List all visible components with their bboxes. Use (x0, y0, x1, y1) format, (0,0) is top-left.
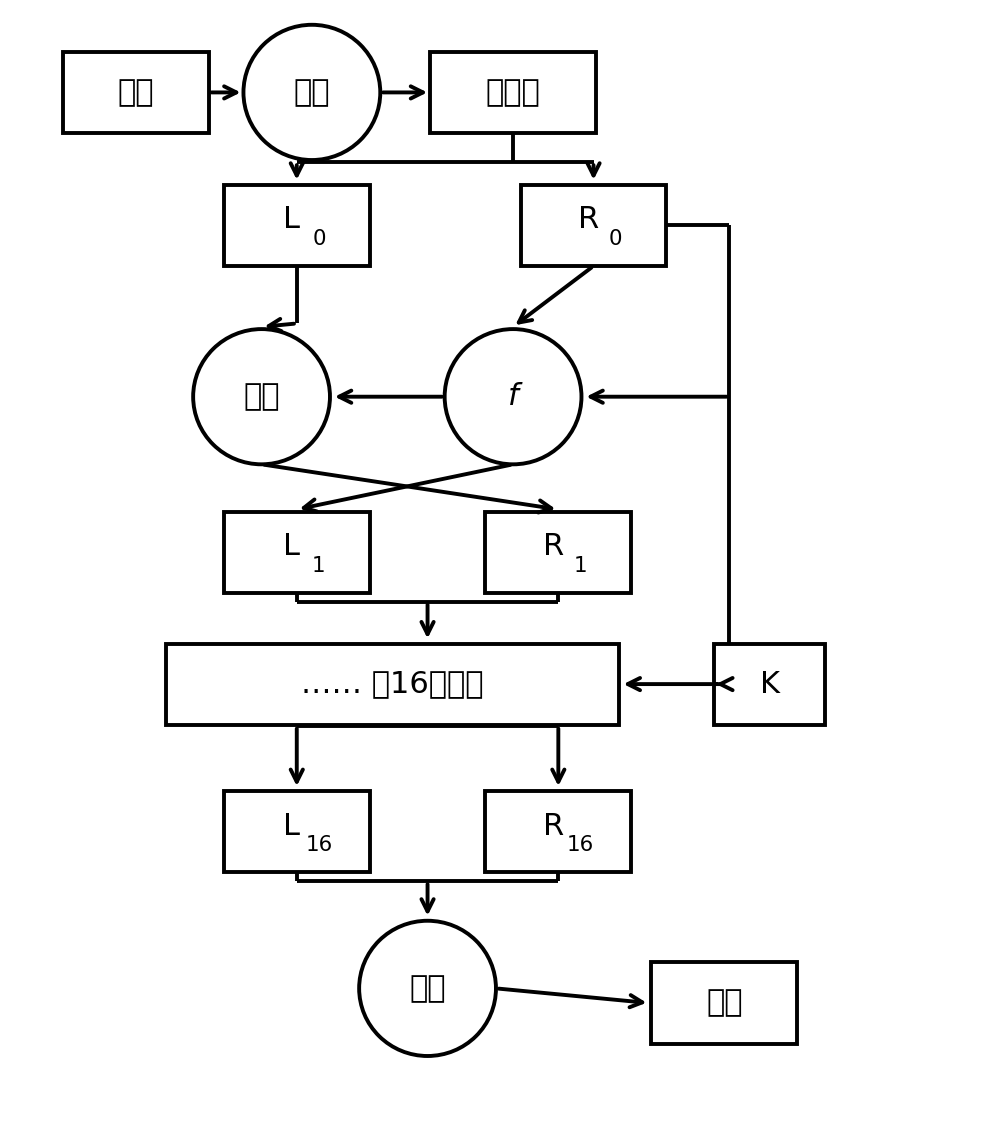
FancyBboxPatch shape (166, 644, 619, 725)
FancyBboxPatch shape (714, 644, 825, 725)
Text: 分块: 分块 (294, 78, 330, 107)
Text: R: R (542, 811, 564, 841)
Text: L: L (284, 811, 300, 841)
FancyBboxPatch shape (223, 512, 369, 593)
Text: 异或: 异或 (243, 382, 280, 411)
Text: R: R (542, 532, 564, 561)
Text: 0: 0 (609, 229, 623, 249)
Text: 1: 1 (312, 556, 326, 576)
Text: R: R (577, 205, 600, 234)
Text: f: f (508, 382, 518, 411)
Text: 16: 16 (305, 835, 333, 855)
Ellipse shape (243, 25, 380, 160)
Text: L: L (284, 205, 300, 234)
FancyBboxPatch shape (223, 791, 369, 872)
FancyBboxPatch shape (430, 52, 596, 133)
Ellipse shape (359, 921, 496, 1056)
FancyBboxPatch shape (485, 791, 632, 872)
Ellipse shape (445, 329, 581, 464)
Ellipse shape (193, 329, 330, 464)
FancyBboxPatch shape (485, 512, 632, 593)
Text: 1: 1 (573, 556, 588, 576)
Text: …… 共16轮运算: …… 共16轮运算 (301, 669, 484, 699)
Text: 重组: 重组 (409, 974, 446, 1003)
Text: 16: 16 (566, 835, 595, 855)
Text: K: K (760, 669, 780, 699)
FancyBboxPatch shape (223, 185, 369, 266)
Text: 密文: 密文 (706, 988, 742, 1018)
FancyBboxPatch shape (652, 962, 797, 1044)
Text: 0: 0 (312, 229, 326, 249)
Text: 数据块: 数据块 (486, 78, 540, 107)
Text: 明文: 明文 (118, 78, 154, 107)
FancyBboxPatch shape (520, 185, 666, 266)
Text: L: L (284, 532, 300, 561)
FancyBboxPatch shape (63, 52, 209, 133)
